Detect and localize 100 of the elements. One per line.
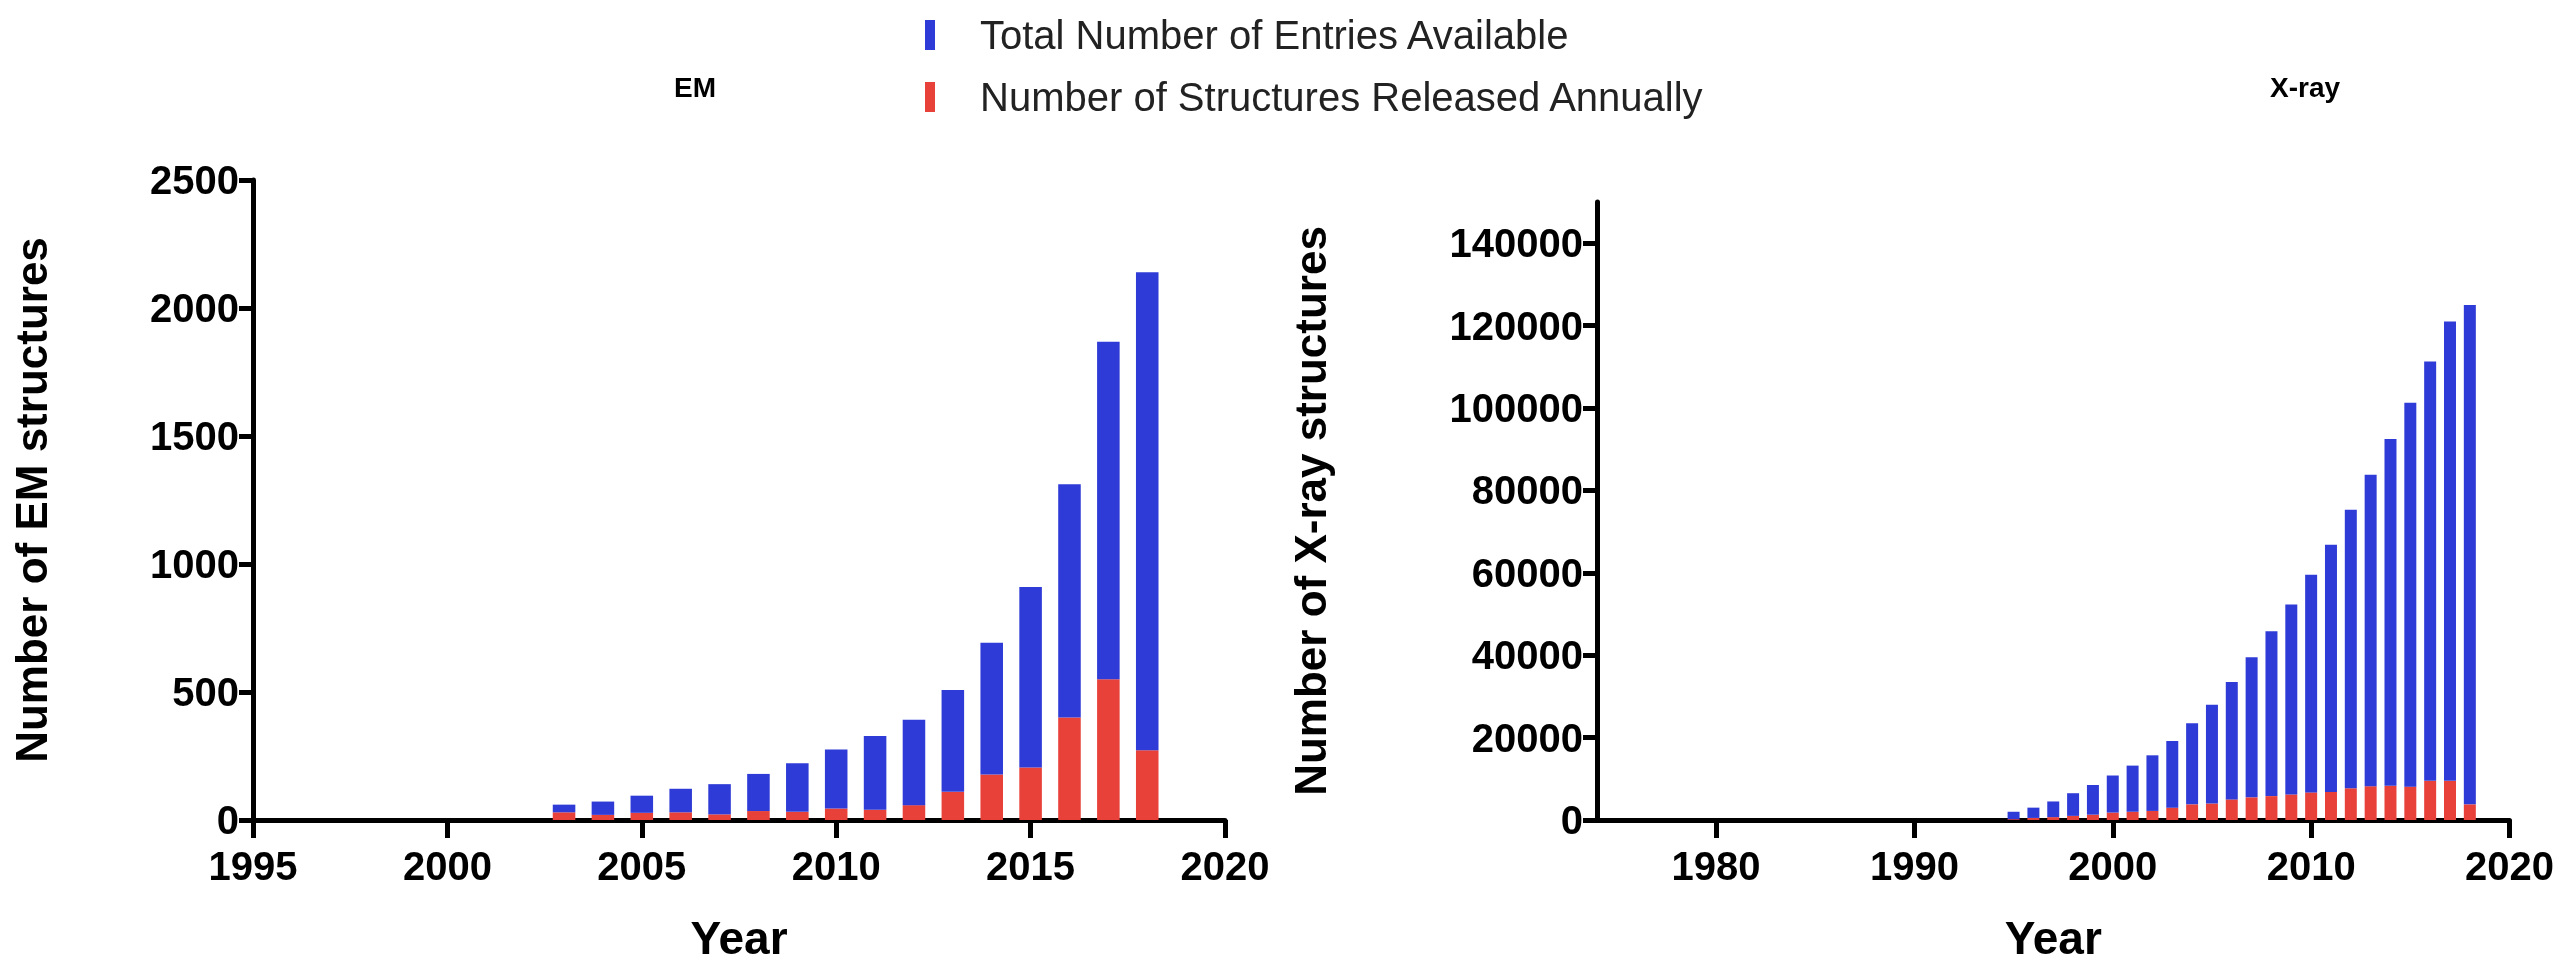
bar <box>2186 723 2199 805</box>
bar <box>2245 657 2258 798</box>
bar <box>2225 799 2238 820</box>
bar <box>2086 814 2099 820</box>
x-tick-label: 1980 <box>1671 844 1761 888</box>
bar <box>2305 574 2318 793</box>
bar <box>1135 750 1159 820</box>
bar <box>747 811 770 820</box>
bar <box>2344 788 2357 820</box>
x-tick-label: 1995 <box>208 844 298 888</box>
bar <box>2404 786 2417 820</box>
bar <box>980 774 1003 820</box>
bar <box>863 809 887 820</box>
bar <box>2404 402 2417 787</box>
bar <box>941 689 965 792</box>
bar <box>2364 474 2377 787</box>
bar <box>1135 272 1159 751</box>
y-tick-label: 100000 <box>1449 386 1583 430</box>
x-tick-label: 2000 <box>2068 844 2158 888</box>
legend-label: Total Number of Entries Available <box>980 13 1569 57</box>
bar <box>2126 765 2139 812</box>
y-tick-label: 2500 <box>150 158 239 202</box>
bar <box>2463 804 2476 820</box>
bar <box>2225 681 2238 800</box>
bar <box>2166 740 2179 808</box>
bar <box>902 719 926 806</box>
bar <box>630 812 654 820</box>
y-tick-label: 0 <box>1560 798 1583 842</box>
y-tick-label: 80000 <box>1471 468 1583 513</box>
y-tick-label: 0 <box>216 798 239 842</box>
bar <box>1058 484 1081 718</box>
bar <box>2305 792 2318 820</box>
bar <box>2106 812 2119 820</box>
y-tick-label: 120000 <box>1449 303 1583 348</box>
y-tick-label: 20000 <box>1471 715 1583 760</box>
bar <box>2067 815 2080 820</box>
bar <box>2027 807 2040 818</box>
bar <box>2007 811 2020 820</box>
bar <box>2444 321 2456 781</box>
y-axis-title: Number of EM structures <box>6 237 56 763</box>
bar <box>863 736 887 810</box>
legend-label: Number of Structures Released Annually <box>980 75 1703 119</box>
bar <box>2384 438 2397 786</box>
chart-title: EM <box>674 71 716 103</box>
chart-title: X-ray <box>2269 71 2341 103</box>
bar <box>980 642 1003 775</box>
bar <box>2285 604 2298 795</box>
bar <box>591 801 615 815</box>
bar <box>2424 361 2437 781</box>
bar <box>708 814 731 820</box>
x-axis-title: Year <box>690 912 788 964</box>
bar <box>2166 807 2179 820</box>
y-tick-label: 60000 <box>1471 550 1583 595</box>
bar <box>824 808 848 820</box>
bar <box>2205 704 2218 804</box>
y-tick-label: 1500 <box>150 414 239 458</box>
bar <box>2047 817 2060 820</box>
bar <box>2324 791 2337 820</box>
y-tick-label: 40000 <box>1471 633 1583 678</box>
y-tick-label: 140000 <box>1449 221 1583 266</box>
bar <box>708 784 731 815</box>
x-tick-label: 2000 <box>402 844 492 888</box>
x-tick-label: 2015 <box>986 844 1076 888</box>
bar <box>2285 794 2298 820</box>
y-axis-title: Number of X-ray structures <box>1285 226 1335 796</box>
bar <box>630 795 654 813</box>
bar <box>786 811 809 820</box>
bar <box>2424 780 2437 820</box>
y-tick-label: 2000 <box>150 286 239 330</box>
x-tick-label: 2010 <box>791 844 881 888</box>
bar <box>669 812 692 820</box>
bar <box>2106 775 2119 813</box>
bar <box>2463 305 2476 805</box>
x-tick-label: 2005 <box>597 844 687 888</box>
bar <box>2344 509 2357 789</box>
x-tick-label: 1990 <box>1869 844 1959 888</box>
x-tick-label: 2010 <box>2266 844 2356 888</box>
bar <box>669 788 692 813</box>
bar <box>1019 767 1042 820</box>
bar <box>1058 717 1081 820</box>
y-tick-label: 500 <box>172 670 239 714</box>
bar <box>2186 804 2199 820</box>
bar <box>2265 796 2278 820</box>
bar <box>902 805 926 820</box>
bar <box>786 763 809 812</box>
bar <box>2384 785 2397 820</box>
x-axis-title: Year <box>2004 912 2102 964</box>
bar <box>2444 780 2456 820</box>
bar <box>2146 755 2159 811</box>
bar <box>2245 797 2258 820</box>
bar <box>1019 587 1042 768</box>
bar <box>2364 786 2377 820</box>
bar <box>2265 631 2278 797</box>
y-tick-label: 1000 <box>150 542 239 586</box>
x-tick-label: 2020 <box>1180 844 1270 888</box>
bar <box>747 773 770 812</box>
bar <box>2126 811 2139 820</box>
bar <box>1097 679 1120 820</box>
bar <box>2067 793 2080 816</box>
bar <box>2086 784 2099 815</box>
